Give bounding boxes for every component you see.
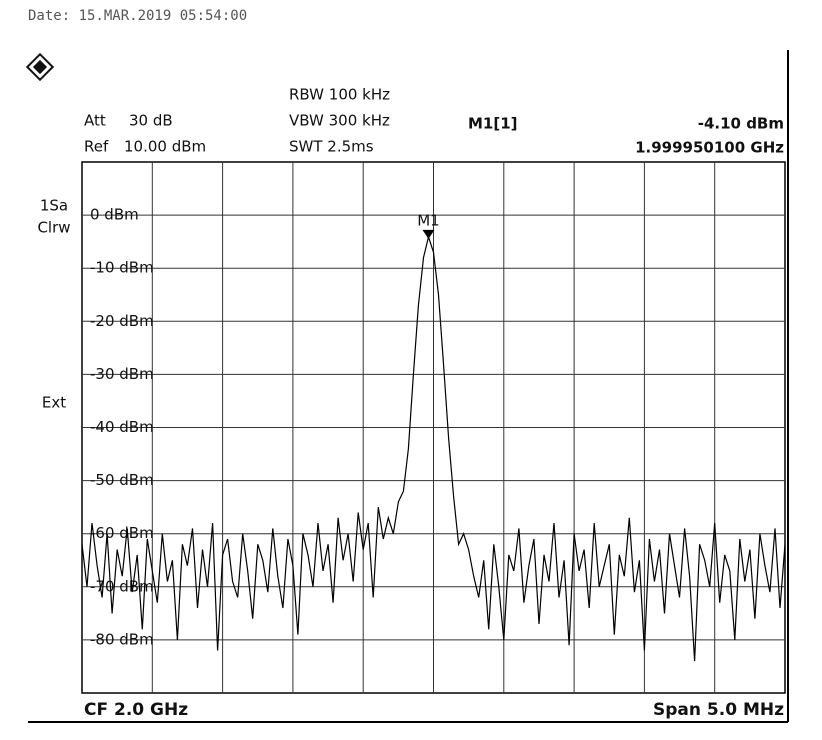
y-tick-label: -20 dBm [90, 312, 154, 330]
trace [81, 234, 786, 662]
y-tick-label: -10 dBm [90, 259, 154, 277]
trigger: Ext [42, 394, 66, 412]
att-label: Att [84, 112, 106, 130]
y-tick-label: 0 dBm [90, 206, 139, 224]
rbw: RBW 100 kHz [289, 86, 390, 104]
logo [25, 52, 55, 82]
y-tick-label: -30 dBm [90, 365, 154, 383]
y-tick-label: -60 dBm [90, 524, 154, 542]
marker-name: M1[1] [468, 115, 518, 133]
plot: 0 dBm -10 dBm -20 dBm -30 dBm -40 dBm -50 dBm… [81, 162, 786, 693]
marker-frequency: 1.999950100 GHz [635, 139, 784, 157]
date: Date: 15.MAR.2019 05:54:00 [28, 8, 247, 24]
marker [422, 229, 435, 239]
span: Span 5.0 MHz [653, 700, 784, 720]
y-tick-label: -70 dBm [90, 577, 154, 595]
swt: SWT 2.5ms [289, 138, 374, 156]
trace-mode: 1Sa [40, 197, 68, 215]
marker-level: -4.10 dBm [698, 115, 784, 133]
y-tick-label: -50 dBm [90, 471, 154, 489]
marker-label: M1 [417, 211, 440, 229]
att: 30 dB [129, 112, 173, 130]
center-frequency: CF 2.0 GHz [84, 700, 188, 720]
trace-detector: Clrw [37, 219, 70, 237]
vbw: VBW 300 kHz [289, 112, 390, 130]
y-tick-label: -40 dBm [90, 418, 154, 436]
y-tick-label: -80 dBm [90, 630, 154, 648]
ref-label: Ref [84, 138, 109, 156]
ref: 10.00 dBm [124, 138, 206, 156]
